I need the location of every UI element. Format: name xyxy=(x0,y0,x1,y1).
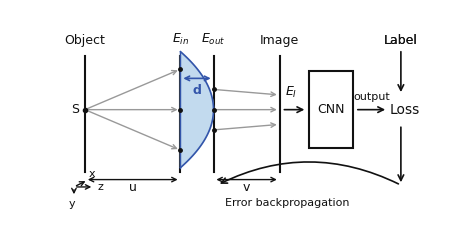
Text: output: output xyxy=(353,92,390,102)
Text: Object: Object xyxy=(64,34,105,47)
Text: x: x xyxy=(89,169,96,179)
Text: Label: Label xyxy=(384,34,418,47)
Bar xyxy=(309,71,353,148)
Text: Label: Label xyxy=(384,34,418,47)
Text: $E_I$: $E_I$ xyxy=(285,85,297,100)
Text: CNN: CNN xyxy=(317,103,345,116)
Text: d: d xyxy=(192,84,201,97)
Text: $E_{in}$: $E_{in}$ xyxy=(172,32,189,47)
Text: S: S xyxy=(72,103,80,116)
Polygon shape xyxy=(181,52,213,168)
Text: u: u xyxy=(129,181,137,194)
Text: y: y xyxy=(69,199,75,209)
Text: Image: Image xyxy=(260,34,299,47)
Text: Loss: Loss xyxy=(390,103,420,117)
Text: v: v xyxy=(243,181,250,194)
Text: $E_{out}$: $E_{out}$ xyxy=(201,32,226,47)
Text: z: z xyxy=(98,182,104,192)
Text: Error backpropagation: Error backpropagation xyxy=(225,198,349,208)
FancyArrowPatch shape xyxy=(221,162,398,184)
